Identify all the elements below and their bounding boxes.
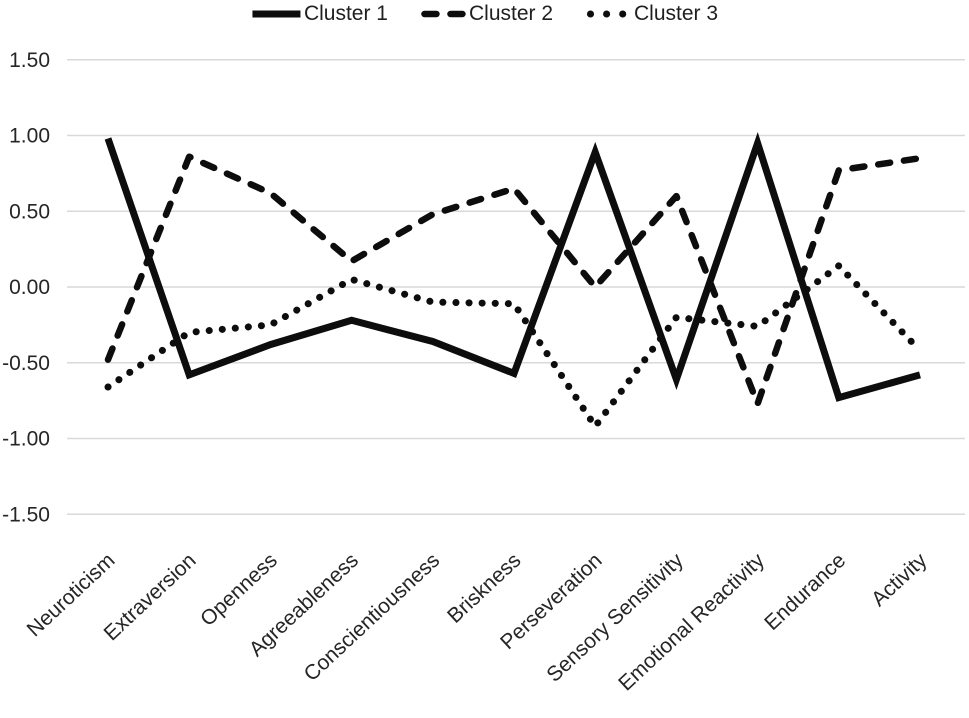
y-axis-tick-label: 1.50 xyxy=(9,49,50,72)
series-line-cluster-3 xyxy=(104,262,924,430)
legend-label-cluster-2: Cluster 2 xyxy=(468,2,554,25)
legend-item-cluster-2: Cluster 2 xyxy=(420,2,553,26)
legend-item-cluster-1: Cluster 1 xyxy=(251,2,388,26)
x-category-label: Activity xyxy=(867,549,932,612)
x-category-label: Conscientiousness xyxy=(300,549,445,686)
x-category-label: Openness xyxy=(196,549,282,631)
x-category-label: Sensory Sensitivity xyxy=(542,548,688,686)
series-line-cluster-2 xyxy=(104,153,924,407)
x-category-label: Emotional Reactivity xyxy=(614,549,769,696)
y-axis-tick-label: -1.00 xyxy=(2,428,50,451)
legend-label-cluster-1: Cluster 1 xyxy=(303,2,388,25)
series-line-cluster-1 xyxy=(104,131,921,402)
legend-item-cluster-3: Cluster 3 xyxy=(585,2,718,26)
y-axis-tick-label: 0.00 xyxy=(9,276,50,299)
y-axis-tick-label: -1.50 xyxy=(2,503,50,526)
y-axis-tick-label: 0.50 xyxy=(9,200,50,223)
x-category-label: Briskness xyxy=(443,549,525,628)
chart-legend: Cluster 1 Cluster 2 Cluster 3 xyxy=(251,2,718,26)
dotted-line-swatch-icon xyxy=(586,10,631,18)
solid-line-swatch-icon xyxy=(251,10,300,18)
x-category-label: Endurance xyxy=(760,549,850,635)
y-axis-tick-label: -0.50 xyxy=(2,352,50,375)
dashed-line-swatch-icon xyxy=(420,10,466,18)
y-axis-tick-label: 1.00 xyxy=(9,125,50,148)
legend-label-cluster-3: Cluster 3 xyxy=(634,2,719,25)
